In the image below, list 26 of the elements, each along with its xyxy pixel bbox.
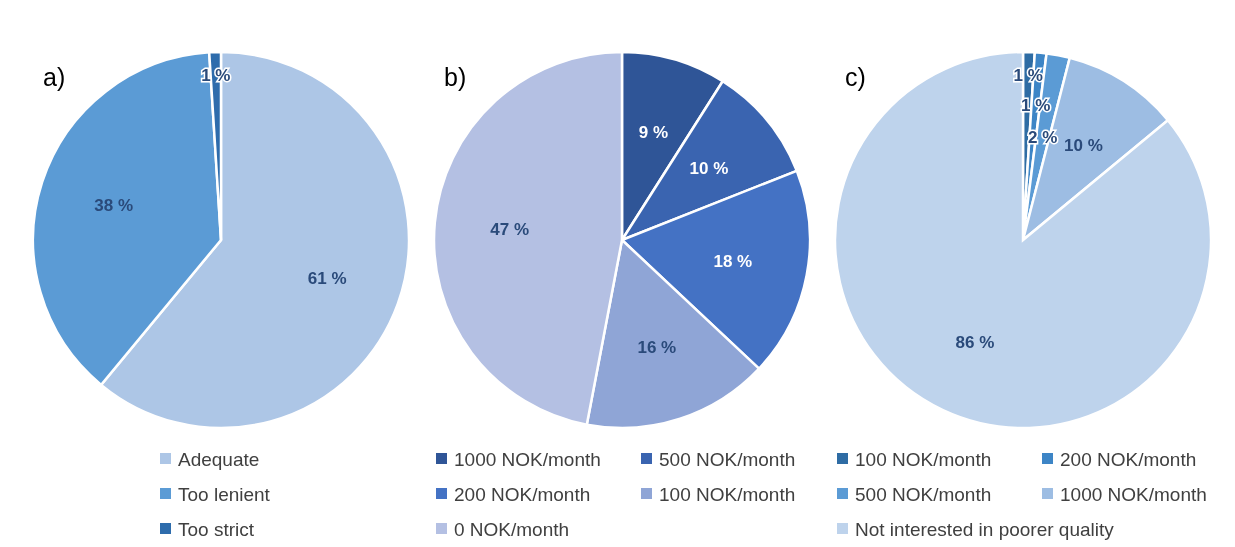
legend-label: Adequate bbox=[178, 448, 260, 470]
chart-title: c) bbox=[845, 63, 866, 91]
data-label: 38 % bbox=[94, 196, 134, 216]
legend-label: 100 NOK/month bbox=[855, 448, 992, 470]
legend-label: 1000 NOK/month bbox=[1060, 483, 1207, 505]
data-label: 10 % bbox=[689, 159, 729, 179]
legend-label: 500 NOK/month bbox=[855, 483, 992, 505]
data-label: 18 % bbox=[713, 252, 753, 272]
legend-label: 0 NOK/month bbox=[454, 518, 570, 540]
data-label: 16 % bbox=[637, 338, 677, 358]
legend-label: Too lenient bbox=[178, 483, 271, 505]
legend-label: 200 NOK/month bbox=[1060, 448, 1197, 470]
legend-label: 200 NOK/month bbox=[454, 483, 591, 505]
legend-label: 1000 NOK/month bbox=[454, 448, 601, 470]
data-label: 47 % bbox=[490, 220, 530, 240]
data-label: 61 % bbox=[307, 269, 347, 289]
data-label: 9 % bbox=[638, 122, 669, 142]
chart-title: b) bbox=[444, 63, 467, 91]
chart-title: a) bbox=[43, 63, 66, 91]
legend-label: 500 NOK/month bbox=[659, 448, 796, 470]
legend-label: Too strict bbox=[178, 518, 255, 540]
pie-slice bbox=[833, 50, 1213, 429]
legend-label: 100 NOK/month bbox=[659, 483, 796, 505]
data-label: 10 % bbox=[1064, 135, 1103, 155]
data-label: 86 % bbox=[955, 333, 995, 353]
legend-label: Not interested in poorer quality bbox=[855, 518, 1115, 540]
